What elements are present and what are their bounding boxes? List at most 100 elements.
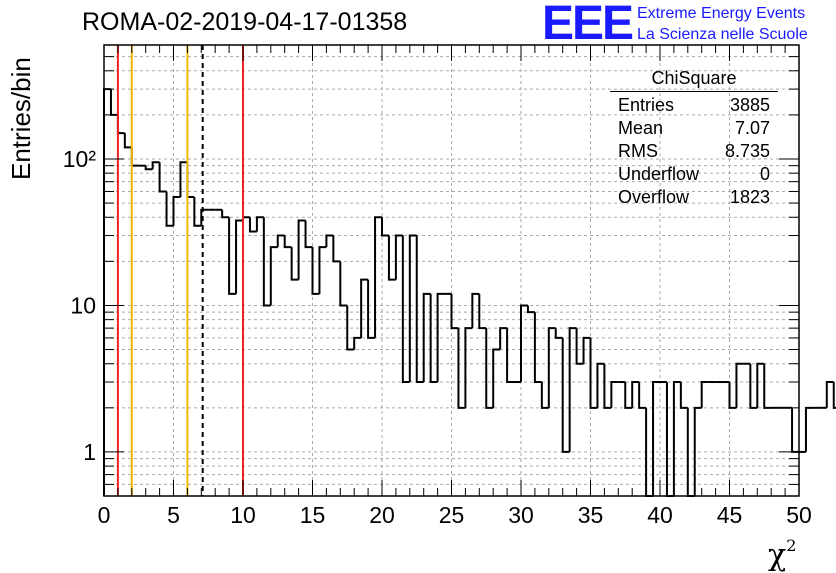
histogram-bin [638, 382, 647, 409]
stats-label: Overflow [618, 187, 690, 207]
histogram-bin [631, 381, 640, 408]
histogram-bin [408, 234, 417, 383]
logo-text: Extreme Energy Events La Scienza nelle S… [637, 3, 808, 45]
histogram-bin [144, 165, 153, 171]
histogram-bin [763, 363, 772, 409]
histogram-bin [547, 327, 556, 408]
histogram-bin [825, 381, 834, 408]
histogram-bin [422, 292, 431, 383]
x-tick-label: 25 [439, 502, 465, 528]
histogram-bin [526, 305, 535, 314]
histogram-bin [415, 235, 424, 384]
histogram-bin [387, 235, 396, 281]
histogram-bin [318, 246, 327, 294]
histogram-bin [262, 217, 271, 307]
histogram-bin [603, 363, 612, 409]
histogram-bin [672, 381, 681, 496]
y-axis-label: Entries/bin [6, 57, 36, 180]
stats-value: 7.07 [734, 118, 770, 138]
histogram-bin [346, 305, 355, 351]
histogram-bin [109, 89, 118, 116]
stats-label: Entries [618, 95, 675, 115]
histogram-bin [172, 196, 181, 226]
histogram-bin [756, 362, 765, 408]
histogram-bin [297, 219, 306, 280]
x-tick-label: 5 [167, 502, 180, 528]
histogram-bin [394, 234, 403, 280]
histogram-bin [693, 406, 702, 496]
histogram-bin [582, 336, 591, 364]
stats-row-underflow: Underflow 0 [610, 163, 778, 186]
eee-logo: EEE [542, 0, 634, 50]
histogram-bin [804, 406, 813, 452]
stats-title: ChiSquare [610, 68, 778, 92]
x-tick-label: 50 [786, 502, 812, 528]
grid-layer [104, 45, 799, 496]
y-tick-label: 1 [83, 439, 96, 465]
x-tick-label: 0 [98, 502, 111, 528]
stats-box: ChiSquare Entries 3885 Mean 7.07 RMS 8.735 … [610, 68, 778, 209]
stats-value: 3885 [729, 95, 770, 115]
histogram-bin [360, 278, 369, 338]
histogram-bin [533, 312, 542, 384]
histogram-bin [255, 216, 264, 232]
histogram-bin [221, 209, 230, 219]
stats-value: 0 [759, 164, 770, 184]
x-tick-label: 15 [300, 502, 326, 528]
histogram-bin [728, 382, 737, 409]
histogram-bin [735, 362, 744, 408]
axis-ticks [103, 44, 800, 497]
histogram-bin [791, 407, 799, 453]
histogram-bin [700, 381, 709, 408]
stats-row-rms: RMS 8.735 [610, 140, 778, 163]
histogram-bin [283, 235, 292, 249]
chart-title: ROMA-02-2019-04-17-01358 [82, 8, 408, 36]
histogram-bin [339, 261, 348, 307]
stats-row-overflow: Overflow 1823 [610, 186, 778, 209]
tick-labels: 0 5 10 15 20 25 30 35 40 45 50 1 10 10² [63, 146, 812, 528]
stats-value: 8.735 [724, 141, 770, 161]
histogram-bin [436, 292, 445, 383]
histogram-bin [506, 328, 515, 384]
histogram-bin [457, 328, 466, 409]
histogram-bin [499, 327, 508, 350]
histogram-bin [450, 293, 459, 330]
histogram-bin [554, 328, 563, 339]
histogram-bin [332, 235, 341, 263]
x-tick-label: 40 [647, 502, 673, 528]
histogram-bars [103, 88, 836, 497]
logo-line-2: La Scienza nelle Scuole [637, 26, 808, 43]
histogram-bin [116, 114, 125, 135]
stats-value: 1823 [729, 187, 770, 207]
histogram-bin [478, 293, 487, 330]
histogram-bin [193, 197, 202, 227]
y-tick-label: 10 [70, 292, 96, 318]
histogram-bin [248, 217, 257, 233]
histogram-bin [540, 382, 549, 409]
histogram-bin [367, 279, 376, 339]
x-axis-label-base: χ [768, 538, 787, 573]
histogram-bin [179, 161, 188, 198]
histogram-bin [610, 381, 619, 408]
histogram-bin [624, 382, 633, 409]
histogram-bin [103, 88, 111, 496]
histogram-bin [228, 217, 237, 295]
histogram-bin [151, 161, 160, 170]
histogram-bin [568, 327, 577, 452]
x-axis-label-sup: 2 [786, 536, 797, 555]
histogram-bin [311, 247, 320, 295]
histogram-bin [235, 219, 243, 294]
histogram-bin [464, 327, 473, 408]
histogram-bin [353, 336, 362, 350]
histogram-bin [561, 337, 570, 453]
histogram-bin [269, 246, 278, 306]
stats-label: Underflow [618, 164, 700, 184]
x-axis-label: χ2 [768, 536, 796, 573]
histogram-bin [276, 234, 285, 248]
histogram-bin [520, 304, 528, 383]
histogram-bin [589, 337, 598, 409]
histogram-bin [575, 328, 584, 365]
histogram-bin [130, 147, 139, 167]
histogram-bin [242, 216, 250, 221]
